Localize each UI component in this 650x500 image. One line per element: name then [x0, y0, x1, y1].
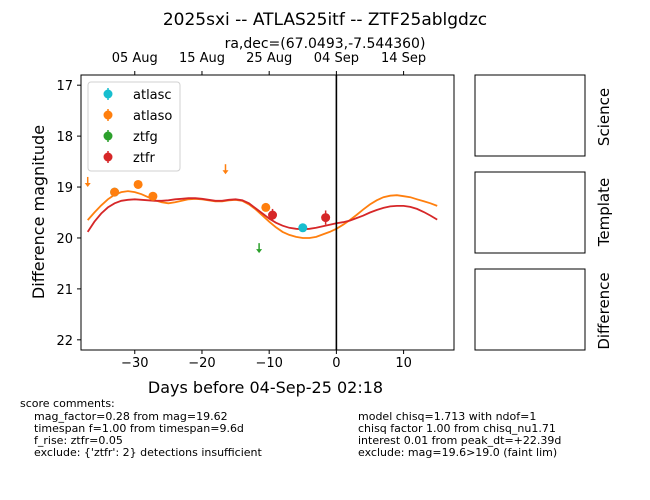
x-axis-label: Days before 04-Sep-25 02:18	[148, 378, 383, 397]
template-label: Template	[595, 178, 613, 247]
legend-label: atlasc	[133, 88, 172, 103]
data-point	[261, 202, 271, 212]
top-tick-label: 04 Sep	[314, 51, 359, 66]
legend-label: ztfg	[133, 130, 158, 145]
score-comment-line: mag_factor=0.28 from mag=19.62	[34, 410, 228, 423]
top-tick-label: 15 Aug	[179, 51, 225, 66]
template-thumbnail-frame	[474, 171, 586, 254]
model-comment-line: interest 0.01 from peak_dt=+22.39d	[358, 434, 562, 447]
legend-marker	[103, 110, 113, 120]
science-panel: Science	[474, 74, 613, 157]
y-tick-label: 22	[56, 334, 73, 349]
data-point	[110, 187, 120, 197]
data-point	[268, 210, 278, 220]
x-tick-label: −10	[255, 356, 282, 371]
y-tick-label: 21	[56, 283, 73, 298]
top-tick-label: 25 Aug	[246, 51, 292, 66]
data-point	[298, 223, 308, 233]
model-curve	[86, 197, 438, 233]
science-label: Science	[595, 88, 613, 146]
y-tick-label: 18	[56, 130, 73, 145]
figure-title: 2025sxi -- ATLAS25itf -- ZTF25ablgdzc	[163, 10, 487, 30]
model-comment-line: exclude: mag=19.6>19.0 (faint lim)	[358, 446, 558, 459]
y-tick-label: 17	[56, 79, 73, 94]
data-point	[133, 179, 143, 189]
y-tick-label: 20	[56, 232, 73, 247]
x-tick-label: 0	[332, 356, 340, 371]
data-point	[148, 191, 158, 201]
legend-label: atlaso	[133, 109, 172, 124]
plot-layer: −30 −20 −10 0 10 17 18 19 20 21 22 05 Aug 15 Aug 25 A…	[29, 51, 455, 397]
score-comment-line: exclude: {'ztfr': 2} detections insuffic…	[34, 446, 262, 459]
legend-label: ztfr	[133, 151, 155, 166]
legend-marker	[103, 131, 113, 141]
model-comment-line: model chisq=1.713 with ndof=1	[358, 410, 537, 423]
science-thumbnail-frame	[474, 74, 586, 157]
upper-limit-arrow	[256, 249, 263, 254]
top-tick-label: 14 Sep	[381, 51, 426, 66]
figure-subtitle: ra,dec=(67.0493,-7.544360)	[225, 36, 426, 52]
x-tick-label: −30	[121, 356, 148, 371]
score-comment-line: timespan f=1.00 from timespan=9.6d	[34, 422, 244, 435]
difference-label: Difference	[595, 272, 613, 349]
score-comments-heading: score comments:	[20, 397, 115, 410]
x-tick-label: 10	[395, 356, 412, 371]
template-panel: Template	[474, 171, 613, 254]
difference-panel: Difference	[474, 268, 613, 351]
y-axis-label: Difference magnitude	[29, 125, 48, 299]
model-comment-line: chisq factor 1.00 from chisq_nu1.71	[358, 422, 556, 435]
data-point	[321, 213, 331, 223]
x-tick-label: −20	[188, 356, 215, 371]
difference-thumbnail-frame	[474, 268, 586, 351]
legend-marker	[103, 152, 113, 162]
legend-marker	[103, 89, 113, 99]
upper-limit-arrow	[84, 182, 91, 187]
model-curve	[87, 190, 438, 239]
plot-frame	[80, 74, 455, 351]
top-tick-label: 05 Aug	[112, 51, 158, 66]
upper-limit-arrow	[222, 170, 229, 175]
y-tick-label: 19	[56, 181, 73, 196]
score-comment-line: f_rise: ztfr=0.05	[34, 434, 123, 447]
legend-box	[87, 81, 181, 172]
